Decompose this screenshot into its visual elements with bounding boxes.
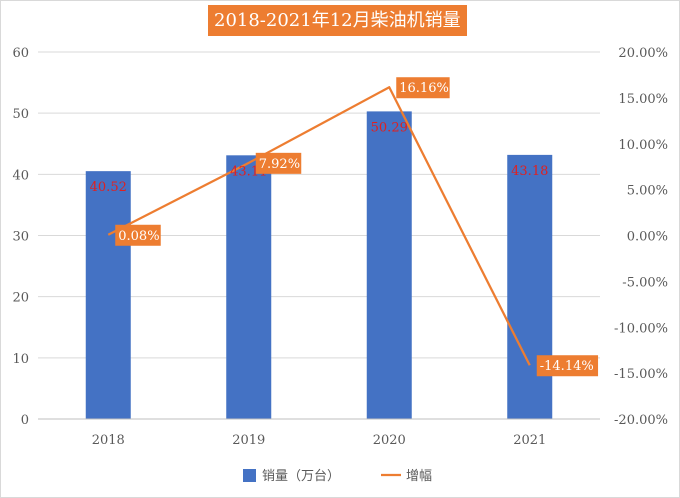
line-value-label: 7.92% bbox=[259, 157, 300, 172]
legend-swatch-bar bbox=[243, 469, 256, 482]
bar bbox=[507, 154, 553, 420]
line-label-box bbox=[536, 355, 599, 377]
line-label-box bbox=[115, 224, 161, 246]
y-right-tick-label: 10.00% bbox=[618, 138, 668, 153]
bar-value-label: 50.29 bbox=[371, 120, 408, 135]
y-left-tick-label: 10 bbox=[12, 352, 29, 367]
chart-title: 2018-2021年12月柴油机销量 bbox=[208, 5, 467, 36]
y-right-tick-label: -15.00% bbox=[614, 367, 668, 382]
line-value-label: 0.08% bbox=[118, 229, 159, 244]
y-left-tick-label: 20 bbox=[12, 291, 29, 306]
y-right-tick-label: 5.00% bbox=[627, 184, 668, 199]
legend: 销量（万台） 增幅 bbox=[243, 469, 432, 484]
x-tick-label: 2021 bbox=[513, 433, 546, 448]
y-right-tick-label: 15.00% bbox=[618, 92, 668, 107]
y-left-tick-label: 0 bbox=[21, 413, 29, 428]
bar bbox=[226, 155, 272, 420]
axes: 0 10 20 30 40 50 60 -20.00% -15.00% -10.00% -5.00%… bbox=[12, 46, 668, 448]
legend-label-bar: 销量（万台） bbox=[262, 469, 340, 484]
y-left-tick-label: 30 bbox=[12, 230, 29, 245]
y-left-tick-label: 40 bbox=[12, 168, 29, 183]
gridlines bbox=[38, 51, 600, 359]
x-tick-label: 2019 bbox=[232, 433, 265, 448]
y-right-tick-label: 20.00% bbox=[618, 46, 668, 61]
legend-label-line: 增幅 bbox=[406, 469, 432, 484]
bar-series bbox=[85, 111, 553, 420]
line-label-box bbox=[255, 152, 302, 174]
data-labels: 40.5243.1150.2943.180.08%7.92%16.16%-14.… bbox=[90, 77, 599, 377]
bar bbox=[366, 111, 412, 420]
bar bbox=[85, 171, 131, 419]
bar-value-label: 40.52 bbox=[90, 180, 127, 195]
y-left-tick-label: 50 bbox=[12, 107, 29, 122]
line-value-label: 16.16% bbox=[399, 81, 449, 96]
line-label-box bbox=[396, 77, 450, 99]
y-left-tick-label: 60 bbox=[12, 46, 29, 61]
y-right-tick-label: -5.00% bbox=[622, 275, 668, 290]
y-right-tick-label: 0.00% bbox=[627, 230, 668, 245]
bar-value-label: 43.18 bbox=[511, 164, 548, 179]
line-value-label: -14.14% bbox=[540, 359, 594, 374]
y-right-tick-label: -10.00% bbox=[614, 321, 668, 336]
y-right-tick-label: -20.00% bbox=[614, 413, 668, 428]
x-tick-label: 2018 bbox=[92, 433, 125, 448]
growth-line bbox=[107, 86, 531, 366]
x-tick-label: 2020 bbox=[373, 433, 406, 448]
line-series bbox=[107, 86, 531, 366]
